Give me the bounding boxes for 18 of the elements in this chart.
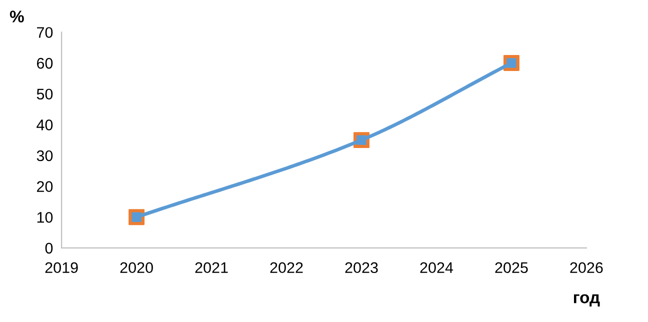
y-axis-title: % [10,10,24,22]
x-tick-label: 2025 [495,262,528,274]
y-tick-label: 30 [36,150,53,162]
y-tick-label: 10 [37,212,53,223]
x-tick-label: 2026 [570,262,603,274]
x-tick-label: 2023 [345,262,378,274]
x-tick-label: 2024 [420,262,454,274]
y-tick-label: 20 [37,181,53,192]
x-axis-title: год [574,294,600,306]
x-tick-label: 2021 [195,262,228,274]
x-tick-label: 2019 [45,262,78,274]
y-tick-label: 50 [36,88,53,100]
y-tick-label: 40 [36,120,53,130]
y-tick-label: 60 [37,58,53,69]
x-tick-label: 2020 [120,262,153,274]
y-tick-label: 70 [37,27,53,38]
x-tick-label: 2022 [270,262,303,274]
y-tick-label: 0 [45,242,53,254]
